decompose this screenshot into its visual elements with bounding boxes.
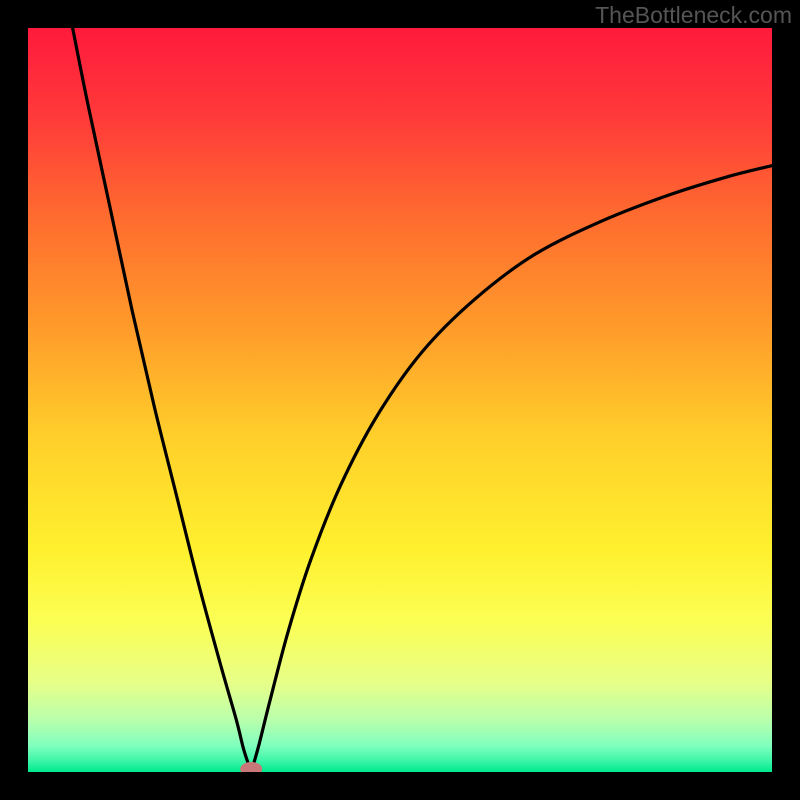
watermark-text: TheBottleneck.com	[595, 2, 792, 29]
bottleneck-curve	[28, 28, 772, 772]
curve-right-branch	[251, 166, 772, 772]
minimum-marker	[240, 762, 262, 772]
chart-frame: TheBottleneck.com	[0, 0, 800, 800]
curve-left-branch	[73, 28, 252, 772]
plot-area	[28, 28, 772, 772]
